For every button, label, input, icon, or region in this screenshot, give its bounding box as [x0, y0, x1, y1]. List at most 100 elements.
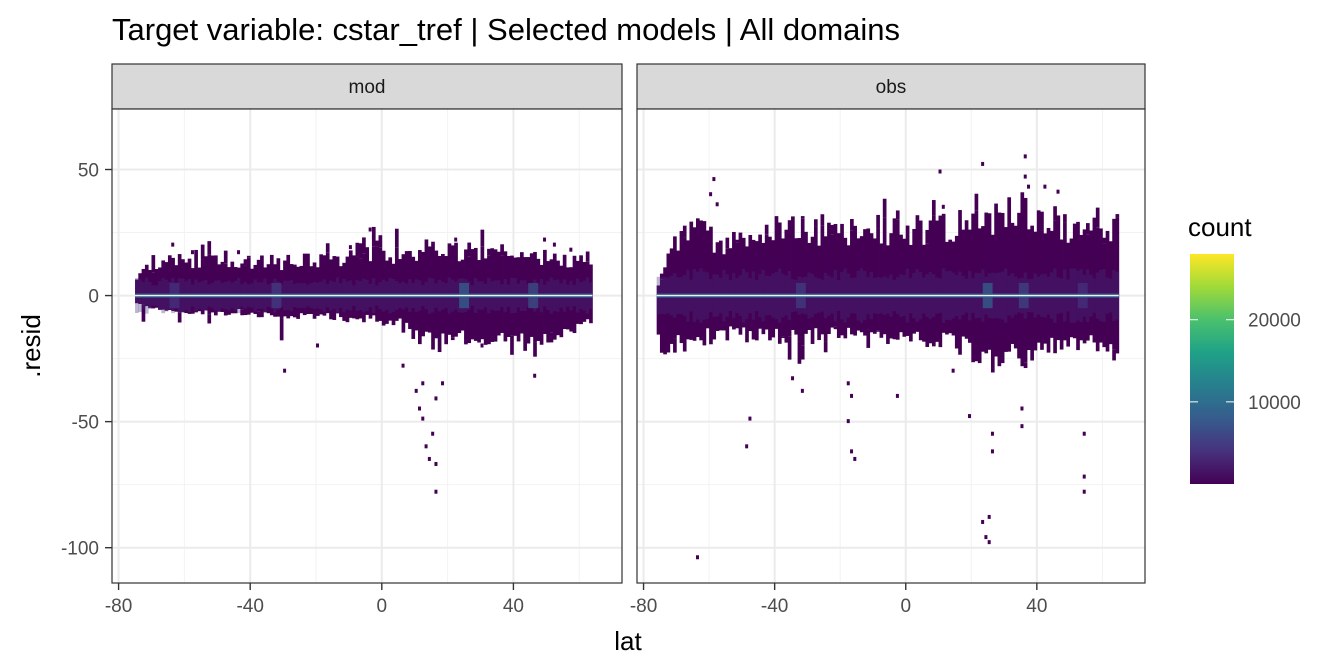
heatmap-bin [371, 246, 376, 316]
heatmap-bin [656, 285, 661, 335]
heatmap-bin [151, 255, 156, 273]
heatmap-bin [905, 225, 910, 336]
heatmap-bin [1095, 207, 1100, 228]
heatmap-bin [1115, 214, 1120, 218]
heatmap-bin [748, 235, 753, 332]
heatmap-bin [1095, 227, 1100, 352]
heatmap-bin [922, 244, 926, 342]
heatmap-outlier-bin [748, 416, 752, 421]
heatmap-bin [823, 236, 828, 342]
heatmap-bin [381, 250, 386, 326]
heatmap-bin [810, 334, 815, 344]
heatmap-outlier-bin [371, 235, 375, 240]
heatmap-bin [915, 215, 920, 332]
heatmap-bin [223, 263, 228, 316]
heatmap-bin [797, 341, 802, 364]
heatmap-bin [437, 255, 442, 353]
heatmap-bin [987, 213, 992, 350]
heatmap-bin [375, 246, 379, 322]
heatmap-bin [362, 253, 366, 323]
heatmap-bin [702, 221, 707, 346]
heatmap-bin [1000, 212, 1005, 364]
heatmap-bin [200, 259, 205, 315]
heatmap-bin [918, 220, 923, 341]
heatmap-bin [342, 262, 347, 321]
heatmap-bin [447, 243, 452, 335]
heatmap-bin [800, 218, 805, 346]
heatmap-outlier-bin [1082, 489, 1086, 494]
heatmap-bin [895, 219, 900, 340]
heatmap-bin [705, 230, 710, 329]
heatmap-bin [181, 259, 185, 313]
heatmap-bin [872, 238, 877, 334]
heatmap-bin [243, 265, 248, 316]
heatmap-bin [214, 255, 218, 316]
heatmap-outlier-bin [846, 381, 850, 386]
heatmap-bin [246, 257, 251, 315]
heatmap-bin [250, 268, 254, 313]
heatmap-bin [902, 238, 907, 337]
heatmap-bin [1072, 226, 1077, 339]
x-tick-label: 0 [377, 596, 388, 617]
heatmap-outlier-bin [709, 192, 713, 197]
heatmap-bin [579, 255, 583, 325]
heatmap-bin [830, 234, 835, 328]
heatmap-bin [394, 228, 399, 248]
heatmap-bin [164, 262, 169, 311]
heatmap-outlier-bin [368, 227, 372, 232]
heatmap-bin [1115, 217, 1120, 354]
heatmap-bins [135, 226, 593, 494]
heatmap-bin [1099, 228, 1103, 343]
heatmap-bin [990, 234, 995, 373]
heatmap-bin [500, 244, 504, 256]
heatmap-bin [355, 256, 360, 320]
heatmap-bin [332, 256, 337, 320]
heatmap-bin [135, 279, 139, 304]
heatmap-bin [1020, 192, 1025, 361]
heatmap-bin [358, 258, 363, 319]
heatmap-bin [1049, 230, 1054, 338]
heatmap-bin [807, 242, 812, 330]
heatmap-bin [345, 256, 350, 323]
heatmap-bin [833, 326, 838, 330]
heatmap-bin [477, 260, 481, 343]
heatmap-bin [774, 216, 779, 329]
heatmap-bin [663, 267, 667, 355]
heatmap-bin [787, 220, 792, 337]
heatmap-outlier-bin [533, 373, 537, 378]
heatmap-bin [549, 332, 554, 343]
heatmap-bin [582, 261, 587, 322]
heatmap-outlier-bin [316, 343, 319, 348]
heatmap-bin [925, 229, 930, 244]
heatmap-bin [158, 267, 162, 310]
heatmap-bin [869, 233, 874, 333]
heatmap-bin [820, 225, 825, 335]
heatmap-bin [536, 258, 541, 341]
heatmap-bin [751, 239, 756, 340]
heatmap-bin [408, 250, 412, 330]
x-tick-label: -80 [630, 596, 657, 617]
heatmap-bin [144, 264, 149, 307]
heatmap-bin [889, 233, 894, 339]
heatmap-bin [151, 272, 156, 309]
heatmap-bin [322, 255, 327, 316]
heatmap-bin [820, 214, 825, 226]
heatmap-bin [325, 243, 330, 253]
heatmap-outlier-bin [853, 456, 857, 461]
heatmap-bin [777, 222, 782, 344]
facet-strip-label: obs [876, 77, 907, 98]
heatmap-bin [879, 243, 884, 338]
heatmap-bin [404, 251, 409, 323]
heatmap-bin [1063, 214, 1067, 223]
heatmap-bin [339, 266, 343, 318]
heatmap-bin [827, 222, 831, 335]
heatmap-outlier-bin [938, 169, 942, 174]
heatmap-outlier-bin [850, 393, 854, 398]
heatmap-outlier-bin [431, 431, 435, 436]
heatmap-bin [686, 240, 690, 340]
heatmap-bin [237, 267, 241, 310]
heatmap-bin [1112, 218, 1116, 350]
heatmap-outlier-bin [968, 414, 972, 419]
heatmap-bin [167, 255, 172, 310]
heatmap-bin [427, 246, 432, 333]
